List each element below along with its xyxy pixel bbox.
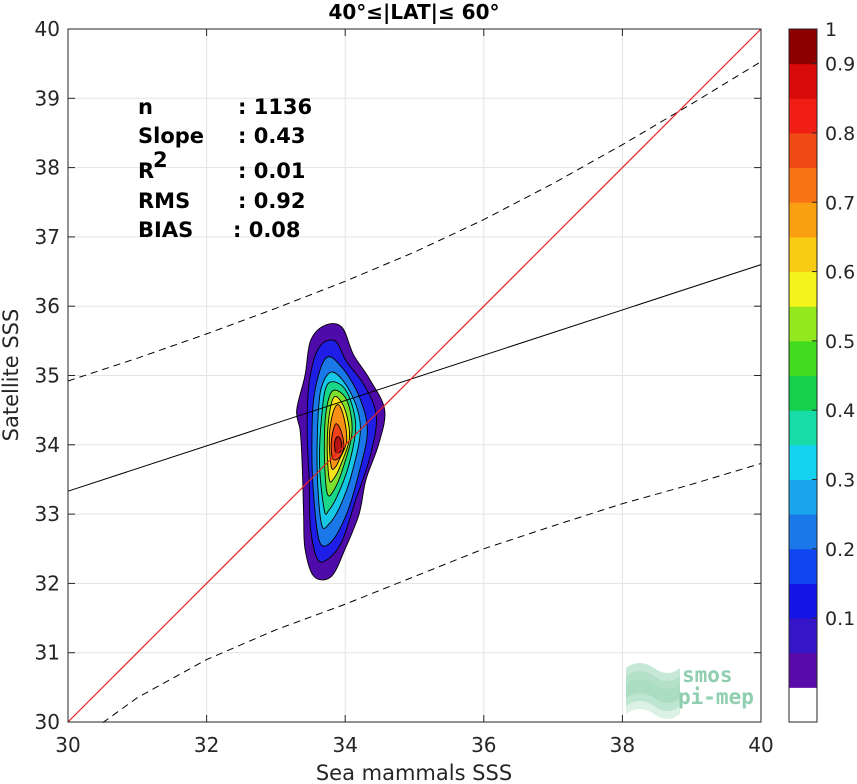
y-tick-label: 30	[35, 710, 60, 734]
stat-label-superscript: 2	[153, 148, 168, 172]
stat-value-rms: : 0.92	[238, 189, 306, 213]
y-tick-label: 34	[35, 433, 60, 457]
stats-box: n : 1136 Slope : 0.43 R2 : 0.01 RMS : 0.92 BIAS:…	[138, 95, 312, 242]
colorbar-segment	[789, 202, 817, 238]
colorbar-frame	[788, 28, 818, 723]
x-axis-label: Sea mammals SSS	[316, 761, 512, 784]
y-tick-label: 33	[35, 502, 60, 526]
stat-label-r: R	[138, 159, 154, 183]
stat-value-n: : 1136	[238, 95, 312, 119]
colorbar-tick-label: 0.5	[825, 331, 855, 353]
x-tick-label: 32	[194, 733, 219, 757]
colorbar-segment	[789, 29, 817, 65]
colorbar-segment	[789, 271, 817, 307]
colorbar-tick-label: 0.3	[825, 469, 855, 491]
y-tick-label: 32	[35, 571, 60, 595]
logo-wave-graphic	[626, 679, 680, 719]
logo-wave-graphic	[626, 671, 680, 711]
colorbar-segment	[789, 652, 817, 688]
regression-line	[67, 264, 762, 492]
x-tick-label: 40	[748, 733, 773, 757]
colorbar-tick-label: 0.8	[825, 123, 855, 145]
colorbar-segment	[789, 479, 817, 515]
colorbar-tick-label: 0.6	[825, 262, 855, 284]
y-tick-label: 40	[35, 17, 60, 41]
stat-label-bias: BIAS	[138, 218, 193, 242]
stat-label-slope: Slope	[138, 124, 204, 148]
colorbar-tick-label: 0.7	[825, 192, 855, 214]
lower-bound-dashed-line	[102, 463, 762, 724]
colorbar-segment	[789, 236, 817, 273]
colorbar-tick-label: 0.1	[825, 608, 855, 630]
colorbar-segment	[789, 63, 817, 99]
y-tick-label: 36	[35, 294, 60, 318]
x-tick-label: 34	[332, 733, 357, 757]
colorbar-segment	[789, 306, 817, 342]
stat-label-n: n	[138, 95, 153, 119]
axis-ticks: 30 32 34 36 38 40 30 31 32 33 34 35 36 37 38 39 40	[35, 17, 774, 757]
stat-value-bias: : 0.08	[233, 218, 301, 242]
fit-lines	[67, 28, 762, 724]
y-tick-label: 38	[35, 156, 60, 180]
y-tick-label: 39	[35, 86, 60, 110]
colorbar-segment	[789, 340, 817, 376]
logo-text-pimep: pi-mep	[678, 685, 754, 709]
colorbar-tick-label: 1	[825, 19, 837, 41]
identity-line	[67, 28, 762, 723]
stat-value-r: : 0.01	[238, 159, 306, 183]
upper-bound-dashed-line	[67, 61, 762, 382]
colorbar-segment	[789, 98, 817, 134]
colorbar-segment	[789, 375, 817, 411]
colorbar-tick-label: 0.2	[825, 539, 855, 561]
colorbar-segment	[789, 514, 817, 550]
y-tick-label: 31	[35, 641, 60, 665]
x-tick-label: 36	[471, 733, 496, 757]
x-tick-label: 30	[55, 733, 80, 757]
colorbar-segment	[789, 410, 817, 446]
chart-title: 40°≤|LAT|≤ 60°	[328, 0, 499, 24]
grid	[67, 28, 762, 723]
colorbar-segment	[789, 548, 817, 584]
x-tick-label: 38	[610, 733, 635, 757]
logo-text-smos: smos	[682, 663, 733, 687]
colorbar-segment	[789, 618, 817, 654]
density-contour-0.95	[334, 436, 343, 454]
y-tick-label: 35	[35, 364, 60, 388]
stat-label-rms: RMS	[138, 189, 190, 213]
colorbar-segment	[789, 687, 817, 723]
stat-value-slope: : 0.43	[238, 124, 306, 148]
colorbar: 0.1 0.2 0.3 0.4 0.5 0.6 0.7 0.8 0.9 1	[788, 19, 855, 723]
logo-wave-graphic	[626, 663, 680, 703]
colorbar-segment	[789, 167, 817, 203]
y-tick-label: 37	[35, 225, 60, 249]
colorbar-tick-label: 0.9	[825, 54, 855, 76]
colorbar-tick-label: 0.4	[825, 400, 855, 422]
y-axis-label: Satellite SSS	[0, 309, 23, 442]
colorbar-segment	[789, 132, 817, 169]
colorbar-segment	[789, 444, 817, 480]
colorbar-segment	[789, 583, 817, 619]
